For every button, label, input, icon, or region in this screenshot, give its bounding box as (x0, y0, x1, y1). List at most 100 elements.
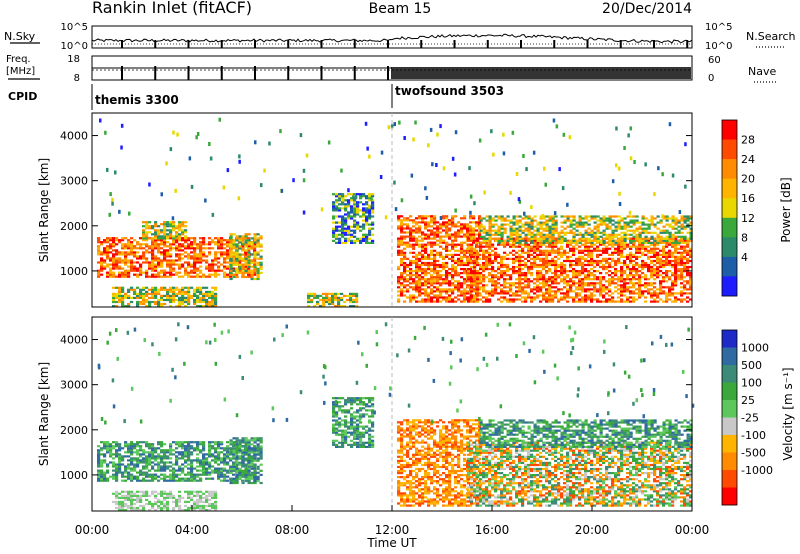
range-cell (665, 259, 669, 263)
range-cell (593, 294, 597, 297)
range-cell (470, 270, 474, 273)
range-cell (611, 265, 615, 269)
range-cell (536, 265, 540, 269)
range-cell (442, 280, 446, 283)
range-cell (611, 280, 615, 283)
range-cell (683, 257, 687, 260)
range-cell (250, 277, 254, 281)
range-cell (680, 237, 684, 240)
range-cell (97, 469, 101, 472)
range-cell (629, 278, 633, 281)
range-cell (548, 296, 552, 299)
range-cell (650, 276, 654, 279)
range-cell (154, 275, 158, 278)
range-cell (169, 288, 173, 291)
range-cell (235, 253, 239, 256)
range-cell (494, 253, 498, 256)
range-cell (172, 247, 176, 250)
range-cell (133, 475, 137, 478)
range-cell (178, 253, 182, 256)
range-cell (532, 150, 536, 155)
range-cell (524, 261, 528, 265)
range-cell (403, 243, 407, 246)
range-cell (473, 274, 477, 277)
range-cell (618, 202, 622, 206)
range-cell (689, 284, 693, 287)
range-cell (488, 247, 492, 250)
range-cell (97, 459, 101, 462)
range-cell (647, 251, 651, 254)
range-cell (415, 237, 419, 240)
range-cell (587, 231, 591, 234)
range-cell (475, 259, 479, 263)
range-cell (485, 231, 489, 234)
range-cell (563, 278, 567, 281)
range-cell (632, 231, 636, 234)
range-cell (193, 269, 197, 272)
range-cell (581, 261, 585, 265)
range-cell (412, 270, 416, 273)
range-cell (539, 245, 543, 248)
range-cell (415, 223, 419, 226)
range-cell (608, 261, 612, 265)
range-cell (328, 298, 332, 302)
range-cell (136, 247, 140, 250)
range-cell (151, 275, 155, 278)
range-cell (442, 288, 446, 291)
range-cell (633, 160, 636, 164)
range-cell (238, 245, 242, 248)
range-cell (590, 296, 594, 299)
range-cell (479, 272, 483, 275)
range-cell (503, 229, 507, 232)
range-cell (254, 140, 257, 145)
range-cell (302, 178, 306, 183)
range-cell (427, 243, 431, 246)
range-cell (626, 223, 630, 226)
range-cell (539, 274, 543, 277)
range-cell (515, 223, 519, 226)
range-cell (353, 221, 357, 224)
range-cell (454, 280, 458, 283)
range-cell (500, 239, 504, 242)
range-cell (463, 227, 467, 230)
range-cell (142, 221, 146, 224)
range-cell (142, 261, 146, 264)
range-cell (115, 441, 119, 444)
range-cell (605, 247, 609, 250)
range-cell (433, 265, 437, 269)
range-cell (412, 245, 416, 248)
range-cell (332, 227, 336, 230)
range-cell (106, 253, 110, 256)
range-cell (325, 300, 329, 304)
range-cell (118, 457, 122, 460)
range-cell (142, 292, 146, 295)
range-cell (578, 223, 582, 226)
range-cell (632, 292, 636, 295)
range-cell (421, 270, 425, 273)
range-cell (463, 253, 467, 256)
range-cell (686, 288, 690, 291)
range-cell (656, 272, 660, 275)
range-cell (626, 268, 630, 271)
range-cell (463, 233, 467, 236)
range-cell (479, 243, 483, 246)
range-cell (596, 237, 600, 240)
range-cell (656, 235, 660, 238)
range-cell (403, 270, 407, 273)
range-cell (641, 243, 645, 246)
range-cell (145, 290, 149, 293)
range-cell (316, 294, 320, 297)
range-cell (430, 296, 434, 299)
range-cell (506, 257, 510, 260)
range-cell (445, 233, 449, 236)
range-cell (536, 276, 540, 279)
range-cell (229, 239, 233, 242)
range-cell (602, 223, 606, 226)
range-cell (409, 268, 413, 271)
range-cell (347, 205, 351, 208)
range-cell (214, 263, 218, 266)
range-cell (121, 298, 125, 302)
range-cell (515, 233, 519, 236)
range-cell (656, 296, 660, 299)
range-cell (430, 215, 434, 218)
